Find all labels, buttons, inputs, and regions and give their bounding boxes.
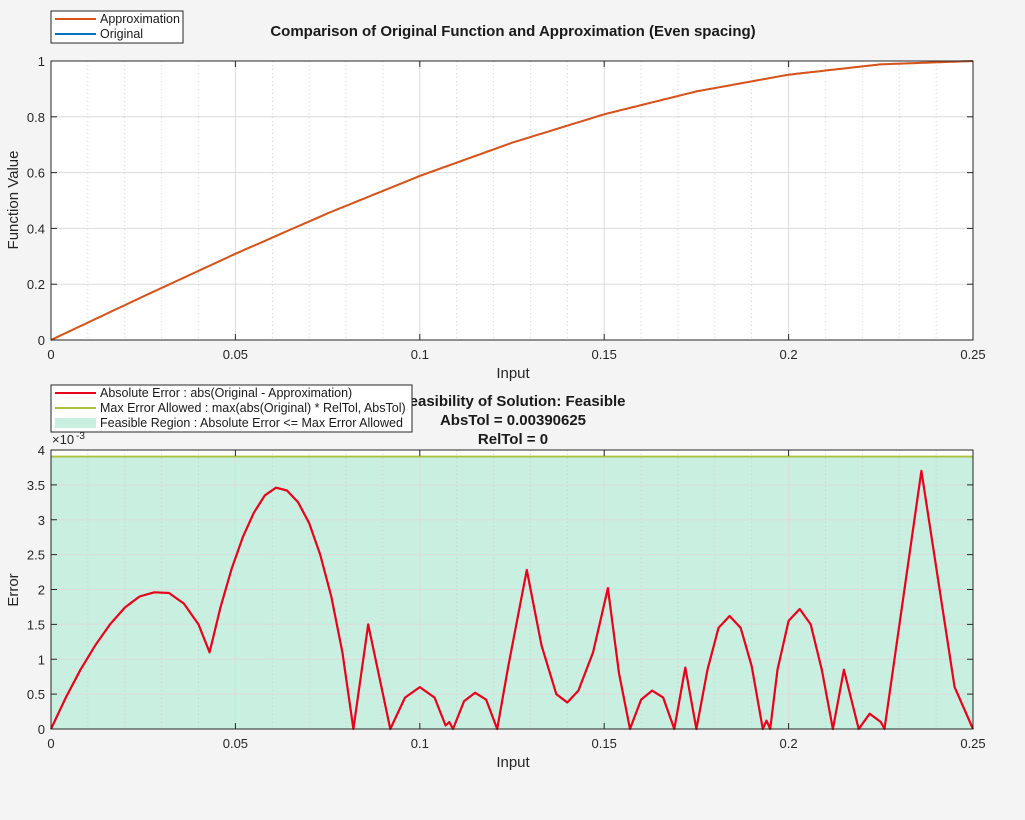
top-axes: 0 0.05 0.1 0.15 0.2 0.25 0 0.2 0.4 0.6 0.8 1 Compar…: [5, 10, 986, 382]
top-series: [50, 60, 974, 341]
top-plot-area: [51, 61, 973, 340]
y-exponent-base: ×10: [52, 432, 74, 447]
bottom-series: [50, 455, 975, 731]
legend-original-label: Original: [100, 27, 143, 41]
y-tick-label: 2.5: [27, 548, 45, 563]
y-tick-label: 0.6: [27, 166, 45, 181]
y-tick-label: 0.8: [27, 110, 45, 125]
y-tick-label: 3: [38, 513, 45, 528]
y-tick-label: 0: [38, 333, 45, 348]
top-ticks: 0 0.05 0.1 0.15 0.2 0.25 0 0.2 0.4 0.6 0.8 1: [27, 54, 986, 362]
top-chart-title: Comparison of Original Function and Appr…: [270, 23, 755, 40]
x-tick-label: 0.25: [960, 736, 985, 751]
bottom-x-axis-label: Input: [496, 754, 530, 771]
legend-max-error-label: Max Error Allowed : max(abs(Original) * …: [100, 401, 406, 415]
y-tick-label: 0.5: [27, 687, 45, 702]
y-tick-label: 1: [38, 652, 45, 667]
bottom-legend: Absolute Error : abs(Original - Approxim…: [50, 384, 413, 433]
series-absolute-error-line: [50, 469, 975, 731]
legend-absolute-error-label: Absolute Error : abs(Original - Approxim…: [100, 386, 352, 400]
legend-feasible-region-swatch: [55, 418, 96, 428]
x-tick-label: 0.15: [592, 736, 617, 751]
bottom-chart-title-line-3: RelTol = 0: [478, 431, 548, 448]
y-tick-label: 2: [38, 583, 45, 598]
legend-feasible-region-label: Feasible Region : Absolute Error <= Max …: [100, 416, 403, 430]
x-tick-label: 0: [47, 736, 54, 751]
y-tick-label: 1.5: [27, 617, 45, 632]
x-tick-label: 0.05: [223, 736, 248, 751]
series-approximation-line: [50, 60, 974, 341]
top-grid: [51, 61, 973, 340]
x-tick-label: 0.2: [780, 736, 798, 751]
y-tick-label: 3.5: [27, 478, 45, 493]
x-tick-label: 0: [47, 347, 54, 362]
top-x-axis-label: Input: [496, 365, 530, 382]
bottom-y-axis-label: Error: [5, 573, 22, 606]
y-tick-label: 0: [38, 722, 45, 737]
top-y-axis-label: Function Value: [5, 151, 22, 250]
bottom-chart-title-line-2: AbsTol = 0.00390625: [440, 412, 586, 429]
x-tick-label: 0.2: [780, 347, 798, 362]
feasible-region-fill: [51, 456, 973, 729]
y-exponent-power: -3: [76, 431, 85, 442]
top-legend: Approximation Original: [50, 10, 184, 44]
y-tick-label: 0.2: [27, 277, 45, 292]
bottom-legend-box: [50, 384, 413, 433]
bottom-chart-title-line-1: Feasibility of Solution: Feasible: [400, 393, 625, 410]
y-tick-label: 4: [38, 443, 45, 458]
y-tick-label: 0.4: [27, 221, 45, 236]
legend-approximation-label: Approximation: [100, 12, 180, 26]
bottom-grid: [51, 450, 973, 729]
y-tick-label: 1: [38, 54, 45, 69]
bottom-ticks: 0 0.05 0.1 0.15 0.2 0.25 0 0.5 1 1.5 2 2.5 3 3.5 4: [27, 443, 986, 751]
top-legend-box: [50, 10, 184, 44]
x-tick-label: 0.1: [411, 347, 429, 362]
top-axes-box: [50, 60, 974, 341]
bottom-axes: 0 0.05 0.1 0.15 0.2 0.25 0 0.5 1 1.5 2 2.5 3 3.5 4 Fea…: [5, 384, 986, 771]
x-tick-label: 0.1: [411, 736, 429, 751]
x-tick-label: 0.05: [223, 347, 248, 362]
x-tick-label: 0.25: [960, 347, 985, 362]
x-tick-label: 0.15: [592, 347, 617, 362]
